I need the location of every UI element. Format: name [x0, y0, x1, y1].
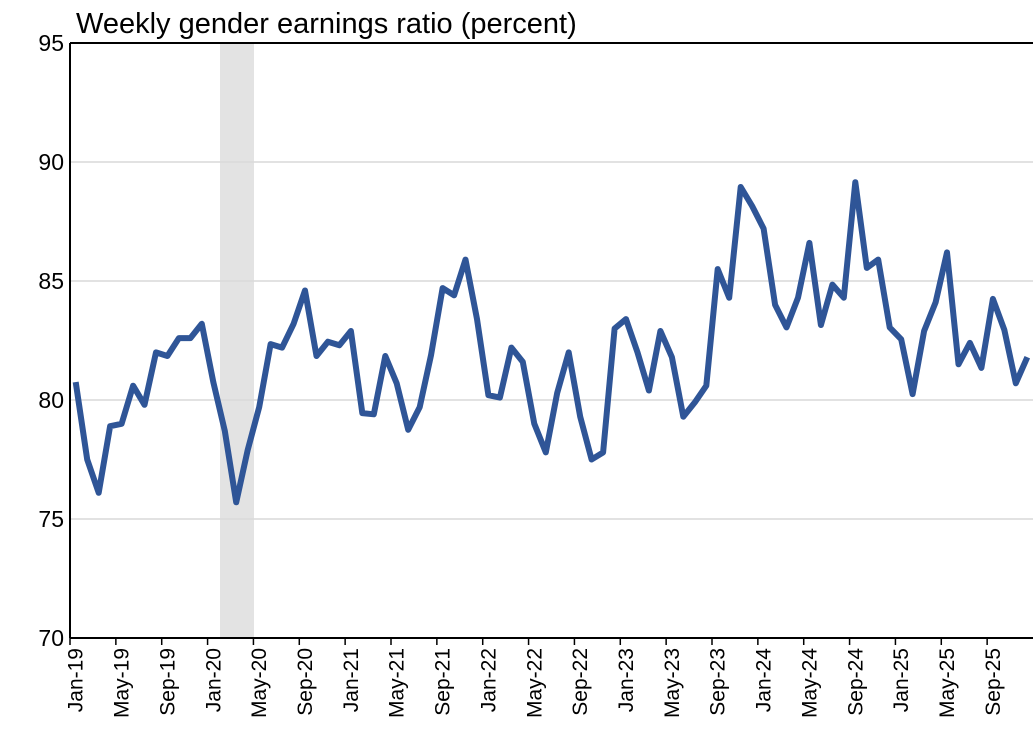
recession-shade: [220, 43, 254, 638]
chart-title: Weekly gender earnings ratio (percent): [76, 8, 577, 40]
x-tick-label: Jan-22: [477, 648, 500, 712]
x-tick-label: Sep-19: [156, 648, 179, 716]
y-tick-label: 85: [38, 268, 64, 294]
series-line: [72, 179, 1031, 506]
x-tick-label: Sep-20: [294, 648, 317, 716]
y-tick-label: 95: [38, 30, 64, 56]
y-tick-label: 70: [38, 625, 64, 651]
x-tick-label: May-25: [936, 648, 959, 718]
x-tick-label: May-19: [111, 648, 134, 718]
x-tick-label: Sep-24: [844, 648, 867, 716]
x-tick-label: Jan-24: [753, 648, 776, 713]
x-tick-label: Jan-25: [890, 648, 913, 712]
x-tick-label: May-22: [523, 648, 546, 718]
x-tick-label: Sep-23: [707, 648, 730, 716]
x-tick-label: May-24: [798, 648, 821, 718]
y-tick-label: 75: [38, 506, 64, 532]
x-tick-label: Sep-25: [982, 648, 1005, 716]
x-tick-label: Sep-22: [569, 648, 592, 716]
x-tick-label: Jan-23: [615, 648, 638, 712]
x-tick-label: May-23: [661, 648, 684, 718]
x-tick-label: Sep-21: [432, 648, 455, 716]
x-tick-label: May-20: [248, 648, 271, 718]
x-tick-label: Jan-21: [340, 648, 363, 712]
x-tick-label: May-21: [386, 648, 409, 718]
x-tick-label: Jan-19: [65, 648, 88, 712]
y-tick-label: 80: [38, 387, 64, 413]
y-tick-label: 90: [38, 149, 64, 175]
x-tick-label: Jan-20: [202, 648, 225, 712]
